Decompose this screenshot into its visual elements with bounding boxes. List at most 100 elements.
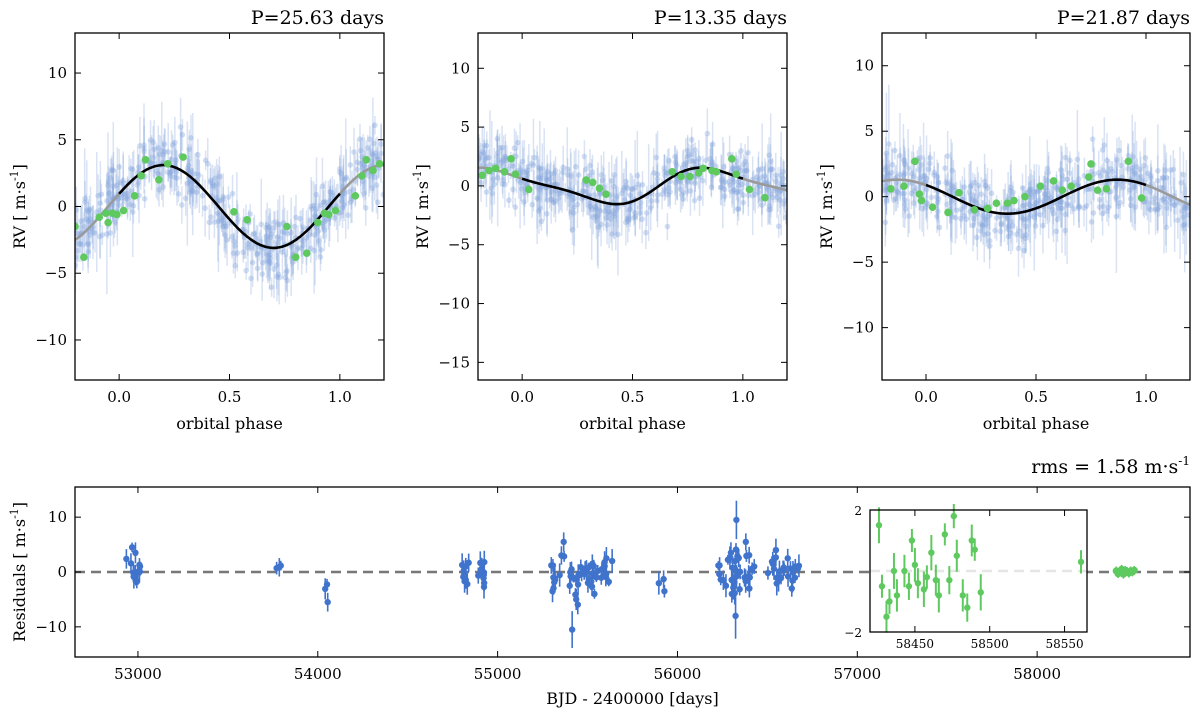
rv-point bbox=[502, 155, 509, 162]
rv-point bbox=[222, 223, 228, 230]
rv-point bbox=[245, 241, 251, 247]
x-tick-label: 53000 bbox=[114, 665, 162, 683]
rv-point bbox=[554, 181, 561, 188]
residual-point bbox=[715, 562, 722, 569]
rv-point bbox=[735, 206, 742, 212]
rv-point bbox=[902, 197, 908, 203]
rv-point bbox=[679, 192, 685, 198]
rv-point bbox=[1181, 221, 1188, 228]
rv-point bbox=[167, 173, 174, 179]
model-curve-extended bbox=[742, 177, 787, 192]
rv-point bbox=[1026, 186, 1033, 193]
green-point bbox=[1137, 194, 1146, 202]
rv-point bbox=[345, 212, 351, 218]
rv-point bbox=[1010, 189, 1016, 195]
rv-point bbox=[247, 240, 253, 246]
rv-point bbox=[889, 161, 896, 168]
residual-point bbox=[591, 590, 598, 598]
rv-point bbox=[107, 230, 114, 236]
rv-point bbox=[184, 165, 191, 172]
rv-point bbox=[1060, 176, 1067, 183]
rv-point bbox=[583, 166, 589, 172]
rv-point bbox=[1019, 233, 1025, 239]
rv-point bbox=[108, 167, 115, 174]
rv-point bbox=[279, 249, 286, 255]
rv-point bbox=[1044, 178, 1051, 184]
rv-point bbox=[481, 143, 487, 149]
rv-point bbox=[1137, 166, 1143, 173]
rv-point bbox=[654, 197, 660, 204]
rv-point bbox=[1132, 171, 1138, 178]
rv-point bbox=[780, 201, 787, 207]
rv-point bbox=[104, 231, 110, 237]
rv-point bbox=[265, 224, 272, 230]
rv-point bbox=[902, 160, 908, 167]
rv-point bbox=[487, 162, 493, 168]
rv-point bbox=[720, 163, 727, 170]
y-tick-label: 5 bbox=[864, 122, 874, 140]
green-point bbox=[887, 185, 895, 193]
rv-point bbox=[935, 208, 941, 215]
rv-point bbox=[736, 165, 742, 171]
rv-point bbox=[1028, 191, 1034, 197]
rv-point bbox=[223, 223, 229, 230]
rv-point bbox=[75, 230, 81, 237]
y-tick-label: 0 bbox=[57, 563, 67, 581]
residual-point bbox=[784, 573, 792, 580]
rv-point bbox=[298, 245, 305, 252]
rv-point bbox=[82, 195, 88, 202]
rv-point bbox=[1062, 227, 1068, 234]
green-point bbox=[970, 205, 979, 214]
rv-point bbox=[1040, 222, 1046, 229]
rv-point bbox=[1146, 205, 1152, 212]
rv-point bbox=[1062, 154, 1069, 161]
rv-point bbox=[318, 247, 324, 253]
rv-point bbox=[169, 168, 175, 174]
rv-point bbox=[888, 169, 895, 176]
rv-point bbox=[311, 247, 317, 254]
rv-point bbox=[494, 158, 500, 165]
rv-point bbox=[263, 225, 269, 231]
rv-point bbox=[623, 183, 630, 190]
inset-point bbox=[875, 522, 883, 529]
x-tick-label: 0.0 bbox=[914, 388, 938, 406]
rv-point bbox=[685, 179, 691, 185]
rv-point bbox=[952, 215, 959, 221]
rv-point bbox=[536, 164, 542, 171]
inset-point bbox=[908, 537, 916, 544]
rv-point bbox=[1019, 185, 1026, 191]
rv-point bbox=[1106, 180, 1112, 187]
rv-point bbox=[488, 185, 495, 192]
residual-point bbox=[730, 584, 737, 591]
rv-point bbox=[1113, 184, 1119, 191]
rv-point bbox=[225, 194, 232, 200]
green-point bbox=[362, 155, 371, 164]
rv-point bbox=[767, 206, 774, 213]
green-point bbox=[155, 176, 163, 184]
rv-point bbox=[311, 213, 318, 219]
residual-point bbox=[460, 573, 467, 581]
rv-point bbox=[271, 224, 277, 231]
y-tick-label: −10 bbox=[438, 295, 470, 313]
inset-point bbox=[964, 604, 971, 611]
rv-point bbox=[483, 142, 490, 149]
residual-point bbox=[724, 556, 732, 563]
rv-point bbox=[182, 195, 189, 202]
rv-point bbox=[359, 164, 366, 171]
residual-point bbox=[322, 585, 329, 593]
rv-point bbox=[1022, 217, 1029, 223]
rv-point bbox=[151, 146, 157, 152]
rv-point bbox=[654, 192, 661, 198]
rv-point bbox=[500, 157, 507, 164]
green-point bbox=[230, 208, 238, 216]
rv-point bbox=[680, 196, 686, 202]
rv-point bbox=[919, 205, 925, 212]
rv-point bbox=[587, 162, 593, 169]
rv-point bbox=[372, 150, 379, 156]
rv-point bbox=[1031, 189, 1037, 195]
rv-point bbox=[950, 184, 957, 190]
rv-point bbox=[1183, 204, 1190, 211]
rv-point bbox=[531, 154, 538, 161]
rv-point bbox=[373, 182, 380, 188]
green-point bbox=[602, 190, 610, 198]
